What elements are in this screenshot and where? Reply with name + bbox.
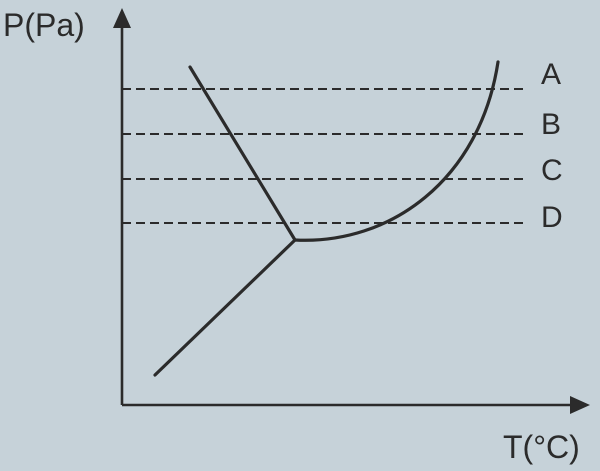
vaporization-curve — [293, 60, 500, 242]
fusion-curve — [188, 65, 297, 242]
pressure-label-d: D — [541, 201, 563, 234]
x-axis-label: T(°C) — [503, 429, 580, 465]
sublimation-curve — [153, 238, 297, 377]
y-axis-label: P(Pa) — [3, 7, 85, 43]
pressure-label-c: C — [541, 154, 563, 187]
x-axis-arrowhead — [570, 396, 590, 414]
y-axis-arrowhead — [113, 8, 131, 28]
pressure-label-a: A — [541, 58, 561, 91]
pressure-label-b: B — [541, 108, 561, 141]
